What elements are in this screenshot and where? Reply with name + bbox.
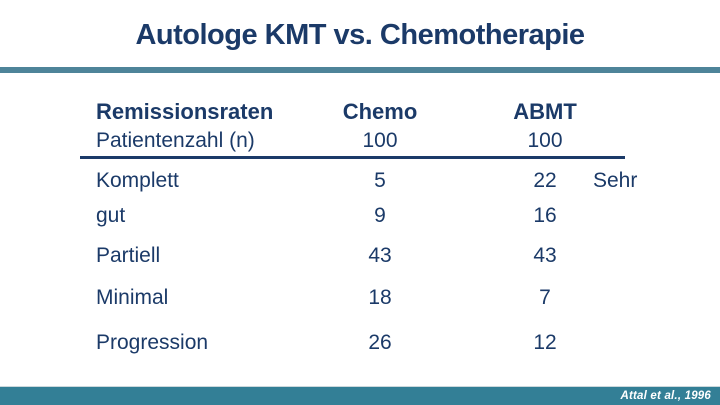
patient-count-chemo: 100 [362, 129, 398, 152]
table-row-partiell: Partiell 43 43 [0, 244, 720, 270]
footer-citation: Attal et al., 1996 [620, 390, 711, 402]
chemo-value: 9 [374, 204, 386, 227]
row-label: Partiell [96, 244, 161, 267]
row-label: gut [96, 204, 126, 227]
table-header-divider [80, 156, 625, 159]
table-header-abmt: ABMT [513, 99, 577, 124]
chemo-value: 26 [368, 331, 392, 354]
table-row-gut: gut 9 16 [0, 204, 720, 230]
abmt-value: 22 [533, 169, 557, 192]
abmt-value: 43 [533, 244, 557, 267]
title-divider-bar [0, 67, 720, 73]
footer-bar: Attal et al., 1996 [0, 386, 720, 405]
patient-count-abmt: 100 [527, 129, 563, 152]
chemo-value: 43 [368, 244, 392, 267]
table-subheader-row: Patientenzahl (n) 100 100 [0, 129, 720, 155]
row-label: Progression [96, 331, 209, 354]
chemo-value: 5 [374, 169, 386, 192]
row-note: Sehr [593, 169, 638, 192]
abmt-value: 16 [533, 204, 557, 227]
row-label: Minimal [96, 286, 169, 309]
table-row-komplett: Komplett 5 22 Sehr [0, 169, 720, 195]
table-row-progression: Progression 26 12 [0, 331, 720, 357]
chemo-value: 18 [368, 286, 392, 309]
table-header-row: Remissionsraten Chemo ABMT [0, 100, 720, 126]
table-header-chemo: Chemo [342, 99, 418, 124]
slide-title: Autologe KMT vs. Chemotherapie [135, 19, 585, 51]
row-label: Komplett [96, 169, 179, 192]
table-header-label: Remissionsraten [96, 99, 274, 124]
abmt-value: 7 [539, 286, 551, 309]
abmt-value: 12 [533, 331, 557, 354]
patient-count-label: Patientenzahl (n) [96, 129, 255, 152]
table-row-minimal: Minimal 18 7 [0, 286, 720, 312]
